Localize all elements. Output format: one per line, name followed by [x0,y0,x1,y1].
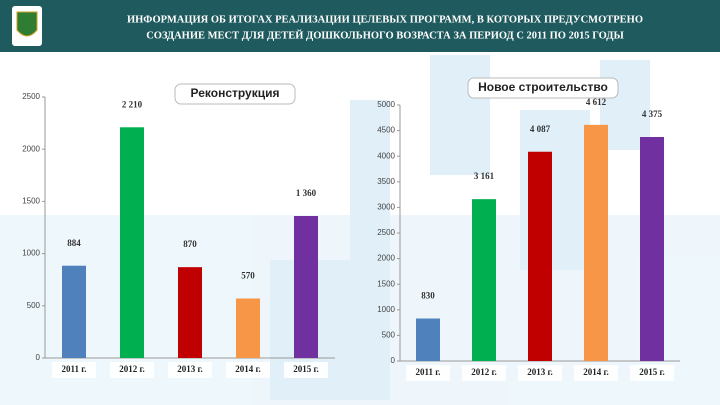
header-title: СОЗДАНИЕ МЕСТ ДЛЯ ДЕТЕЙ ДОШКОЛЬНОГО ВОЗР… [146,29,624,41]
y-tick-label: 500 [382,331,396,340]
bar [62,265,86,358]
decor-block [600,60,650,150]
bar [640,137,664,361]
y-tick-label: 3000 [377,203,395,212]
category-box [518,365,562,381]
value-label: 884 [67,238,81,248]
value-label: 4 087 [530,124,551,134]
x-tick-label: 2012 г. [471,367,497,377]
value-label: 1 360 [296,188,317,198]
bar [584,124,608,361]
bar [294,216,318,358]
bar [120,127,144,358]
category-box [52,362,96,378]
y-tick-label: 1500 [22,197,40,206]
chart-title: Реконструкция [191,86,280,100]
header-title: ИНФОРМАЦИЯ ОБ ИТОГАХ РЕАЛИЗАЦИИ ЦЕЛЕВЫХ … [127,14,643,25]
decor-block [350,100,390,400]
bar [236,298,260,358]
y-tick-label: 2500 [377,228,395,237]
category-box [284,362,328,378]
y-tick-label: 1500 [377,279,395,288]
decor-block [430,55,490,175]
chart-title: Новое строительство [478,80,608,94]
x-tick-label: 2013 г. [527,367,553,377]
chart-title-box [467,77,619,99]
x-tick-label: 2013 г. [177,364,203,374]
bar [528,151,552,361]
y-tick-label: 2000 [22,144,40,153]
category-box [462,365,506,381]
y-tick-label: 3500 [377,177,395,186]
category-box [110,362,154,378]
y-tick-label: 4000 [377,151,395,160]
category-box [574,365,618,381]
y-tick-label: 5000 [377,100,395,109]
header-bar [0,0,720,52]
chart-title-box [174,83,296,105]
y-tick-label: 0 [391,356,396,365]
x-tick-label: 2012 г. [119,364,145,374]
value-label: 570 [241,271,255,281]
category-box [226,362,270,378]
y-tick-label: 500 [27,301,41,310]
value-label: 4 612 [586,97,607,107]
x-tick-label: 2014 г. [583,367,609,377]
value-label: 4 375 [642,109,663,119]
value-label: 3 161 [474,171,495,181]
category-box [630,365,674,381]
category-box [406,365,450,381]
x-tick-label: 2014 г. [235,364,261,374]
value-label: 2 210 [122,99,143,109]
y-tick-label: 4500 [377,126,395,135]
category-box [168,362,212,378]
logo-shield [16,11,38,37]
y-tick-label: 1000 [22,249,40,258]
x-tick-label: 2015 г. [293,364,319,374]
x-tick-label: 2015 г. [639,367,665,377]
value-label: 870 [183,239,197,249]
value-label: 830 [421,291,435,301]
bar [416,318,440,361]
y-tick-label: 2500 [22,92,40,101]
y-tick-label: 2000 [377,254,395,263]
bar [178,267,202,358]
x-tick-label: 2011 г. [61,364,86,374]
x-tick-label: 2011 г. [415,367,440,377]
y-tick-label: 0 [36,353,41,362]
bar [472,199,496,361]
y-tick-label: 1000 [377,305,395,314]
